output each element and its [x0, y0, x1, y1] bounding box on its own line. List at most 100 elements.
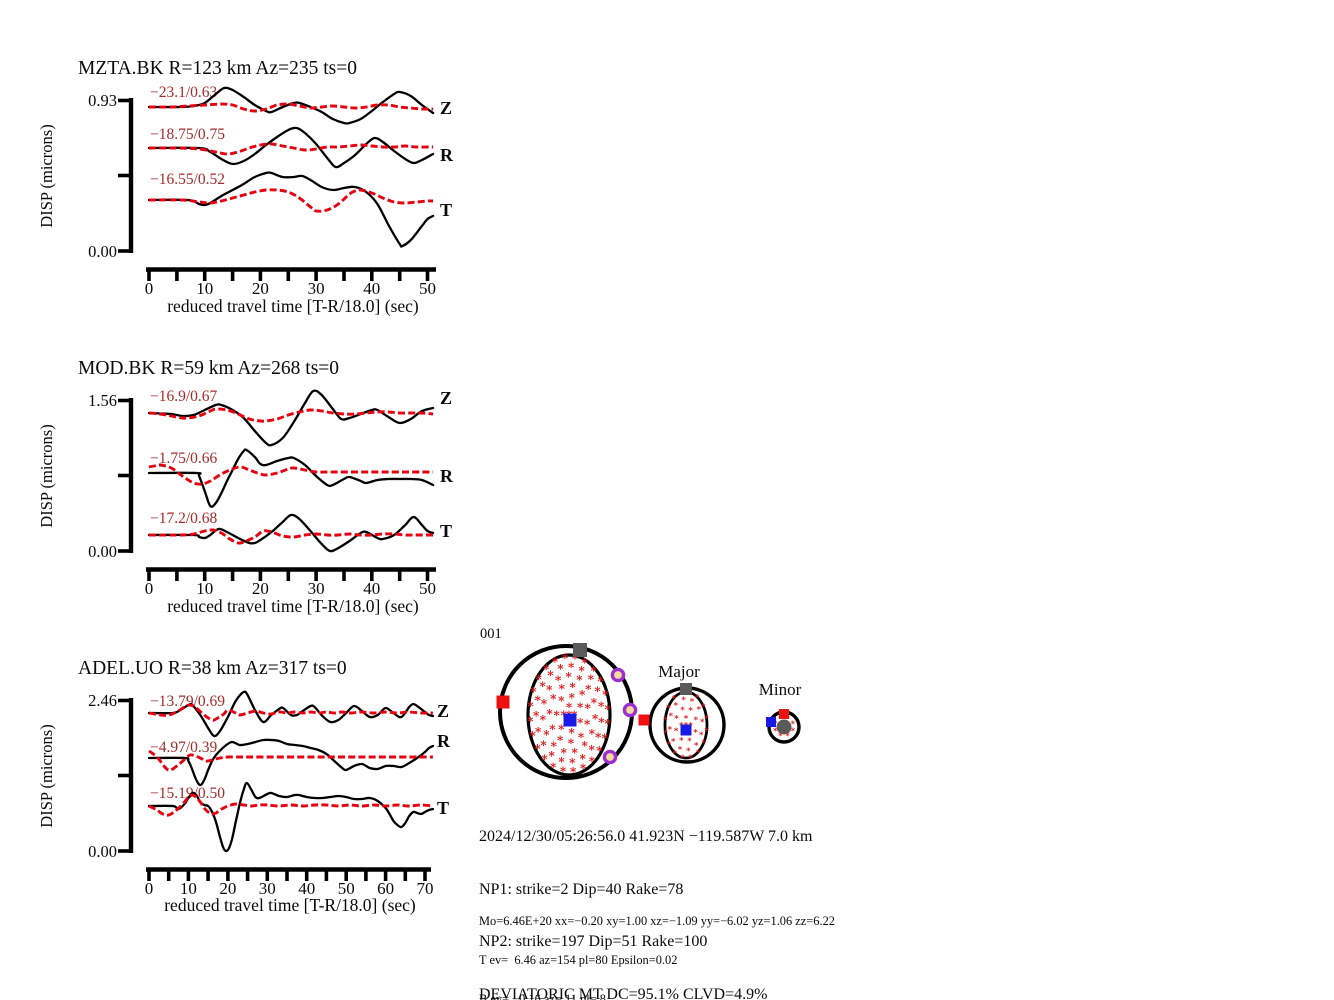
- asterisk-symbol: *: [534, 742, 541, 756]
- asterisk-symbol: *: [558, 755, 565, 769]
- asterisk-symbol: *: [667, 740, 672, 750]
- synthetic-waveform-r: [148, 142, 434, 156]
- x-tick-label: 20: [252, 279, 269, 298]
- asterisk-symbol: *: [786, 731, 791, 741]
- asterisk-symbol: *: [569, 756, 576, 770]
- pressure-axis-red-square: [496, 695, 510, 709]
- asterisk-symbol: *: [585, 682, 592, 696]
- asterisk-symbol: *: [561, 746, 568, 760]
- x-tick-label: 10: [196, 579, 213, 598]
- observed-waveform-t: [147, 781, 435, 853]
- asterisk-symbol: *: [576, 673, 583, 687]
- asterisk-symbol: *: [584, 717, 591, 731]
- asterisk-symbol: *: [701, 739, 706, 749]
- purple-station-circle: [602, 749, 618, 765]
- asterisk-symbol: *: [527, 700, 534, 714]
- asterisk-symbol: *: [536, 673, 543, 687]
- fit-label-r: −18.75/0.75: [150, 126, 225, 143]
- y-axis: [118, 698, 134, 853]
- asterisk-symbol: *: [550, 760, 557, 774]
- gray-square-marker: [680, 683, 692, 695]
- asterisk-symbol: *: [694, 741, 699, 751]
- asterisk-symbol: *: [699, 731, 704, 741]
- asterisk-symbol: *: [577, 716, 584, 730]
- asterisk-symbol: *: [582, 739, 589, 753]
- asterisk-symbol: *: [549, 723, 556, 737]
- y-min-label: 0.00: [88, 542, 117, 561]
- asterisk-symbol: *: [688, 753, 693, 763]
- asterisk-symbol: *: [663, 728, 668, 738]
- fit-label-z: −16.9/0.67: [150, 388, 218, 405]
- fit-label-t: −16.55/0.52: [150, 171, 225, 188]
- y-max-label: 2.46: [88, 691, 117, 710]
- y-min-label: 0.00: [88, 842, 117, 861]
- asterisk-symbol: *: [530, 685, 537, 699]
- component-label-r: R: [437, 731, 451, 751]
- nodal-plane-1-line: NP1: strike=2 Dip=40 Rake=78: [479, 880, 684, 898]
- asterisk-symbol: *: [681, 696, 686, 706]
- x-tick-label: 0: [145, 579, 154, 598]
- synthetic-waveform-r: [148, 749, 433, 772]
- x-tick-label: 50: [419, 579, 436, 598]
- minor-dc-label: Minor: [759, 680, 802, 699]
- asterisk-symbol: *: [674, 727, 679, 737]
- asterisk-symbol: *: [598, 715, 605, 729]
- waveform-traces: [147, 86, 435, 248]
- x-tick-label: 10: [180, 879, 197, 898]
- event-origin-line: 2024/12/30/05:26:56.0 41.923N −119.587W …: [479, 828, 813, 845]
- asterisk-symbol: *: [594, 685, 601, 699]
- x-tick-label: 40: [298, 879, 315, 898]
- asterisk-symbol: *: [690, 697, 695, 707]
- y-axis: [118, 398, 134, 553]
- asterisk-symbol: *: [578, 730, 585, 744]
- asterisk-symbol: *: [697, 705, 702, 715]
- asterisk-symbol: *: [533, 709, 540, 723]
- b-axis-line: B ev= −0.16 az= 11 pl= 8: [479, 992, 606, 1000]
- y-min-label: 0.00: [88, 242, 117, 261]
- asterisk-symbol: *: [582, 656, 589, 670]
- waveform-traces: [147, 690, 435, 853]
- y-axis-label: DISP (microns): [37, 124, 56, 227]
- asterisk-symbol: *: [530, 729, 537, 743]
- asterisk-symbol: *: [579, 688, 586, 702]
- asterisk-symbol: *: [592, 712, 599, 726]
- asterisk-symbol: *: [577, 701, 584, 715]
- asterisk-symbol: *: [569, 691, 576, 705]
- synthetic-waveform-z: [148, 102, 434, 113]
- asterisk-symbol: *: [674, 701, 679, 711]
- asterisk-symbol: *: [704, 727, 709, 737]
- x-tick-label: 0: [145, 879, 154, 898]
- asterisk-symbol: *: [700, 717, 705, 727]
- asterisk-symbol: *: [668, 725, 673, 735]
- tension-axis-blue-square: [680, 724, 692, 736]
- asterisk-symbol: *: [663, 715, 668, 725]
- asterisk-symbol: *: [569, 681, 576, 695]
- asterisk-symbol: *: [527, 714, 534, 728]
- asterisk-symbol: *: [558, 722, 565, 736]
- x-axis-label: reduced travel time [T-R/18.0] (sec): [164, 895, 416, 915]
- asterisk-symbol: *: [671, 737, 676, 747]
- component-label-z: Z: [440, 388, 452, 408]
- pressure-axis-red-square: [638, 714, 650, 726]
- asterisk-symbol: *: [591, 696, 598, 710]
- asterisk-symbol: *: [558, 694, 565, 708]
- asterisk-symbol: *: [541, 697, 548, 711]
- x-tick-label: 20: [219, 879, 236, 898]
- asterisk-symbol: *: [568, 736, 575, 750]
- fit-label-r: −4.97/0.39: [150, 739, 218, 756]
- asterisk-symbol: *: [773, 726, 778, 736]
- gray-center-region: [776, 719, 792, 735]
- asterisk-symbol: *: [559, 682, 566, 696]
- asterisk-symbol: *: [535, 725, 542, 739]
- asterisk-symbol: *: [598, 700, 605, 714]
- y-axis-label: DISP (microns): [37, 724, 56, 827]
- asterisk-symbol: *: [547, 707, 554, 721]
- asterisk-symbol: *: [566, 670, 573, 684]
- synthetic-waveform-z: [148, 407, 434, 423]
- asterisk-symbol: *: [680, 754, 685, 764]
- waveform-traces: [147, 389, 435, 553]
- asterisk-symbol: *: [666, 703, 671, 713]
- x-axis: 0 10 20 30 40 50: [145, 267, 436, 298]
- x-tick-label: 60: [377, 879, 394, 898]
- x-axis-label: reduced travel time [T-R/18.0] (sec): [167, 296, 419, 316]
